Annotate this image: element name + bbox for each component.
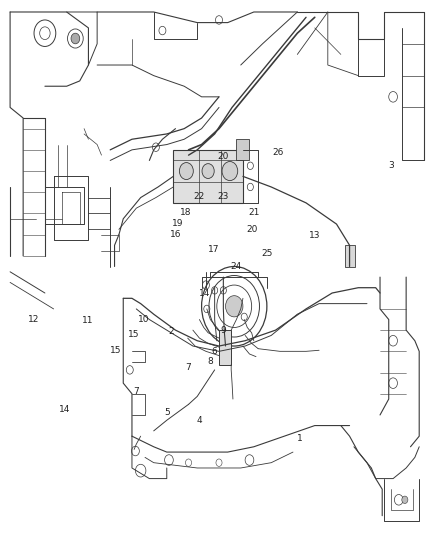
Text: 19: 19 (172, 219, 184, 228)
Circle shape (222, 161, 238, 181)
Text: 7: 7 (134, 386, 139, 395)
Text: 2: 2 (168, 327, 174, 336)
Text: 11: 11 (82, 316, 93, 325)
Text: 15: 15 (110, 346, 121, 355)
Text: 25: 25 (261, 249, 272, 258)
Text: 1: 1 (297, 434, 302, 443)
Text: 12: 12 (28, 315, 40, 324)
Text: 6: 6 (212, 347, 218, 356)
Text: 22: 22 (194, 192, 205, 201)
Text: 16: 16 (170, 230, 181, 239)
Text: 20: 20 (218, 152, 229, 161)
Text: 15: 15 (128, 330, 140, 339)
Text: 26: 26 (272, 148, 283, 157)
Text: 18: 18 (180, 208, 191, 217)
Text: 13: 13 (309, 231, 321, 240)
Text: 4: 4 (197, 416, 202, 425)
Text: 17: 17 (208, 245, 219, 254)
Text: 14: 14 (59, 405, 70, 414)
Text: 8: 8 (208, 358, 213, 367)
Text: 9: 9 (220, 326, 226, 335)
Text: 21: 21 (248, 208, 259, 217)
Text: 24: 24 (230, 262, 241, 271)
Circle shape (226, 296, 243, 317)
Text: 5: 5 (164, 408, 170, 417)
Text: 3: 3 (388, 161, 394, 170)
Circle shape (202, 164, 214, 179)
Circle shape (180, 163, 193, 180)
Text: 20: 20 (246, 225, 258, 234)
Circle shape (71, 33, 80, 44)
Bar (237, 139, 250, 160)
Text: 10: 10 (138, 315, 150, 324)
Circle shape (402, 496, 408, 504)
Bar (219, 330, 231, 365)
Bar (345, 245, 355, 266)
Text: 23: 23 (218, 192, 229, 201)
Bar (173, 150, 243, 203)
Text: 7: 7 (186, 363, 191, 372)
Text: 14: 14 (199, 288, 211, 297)
